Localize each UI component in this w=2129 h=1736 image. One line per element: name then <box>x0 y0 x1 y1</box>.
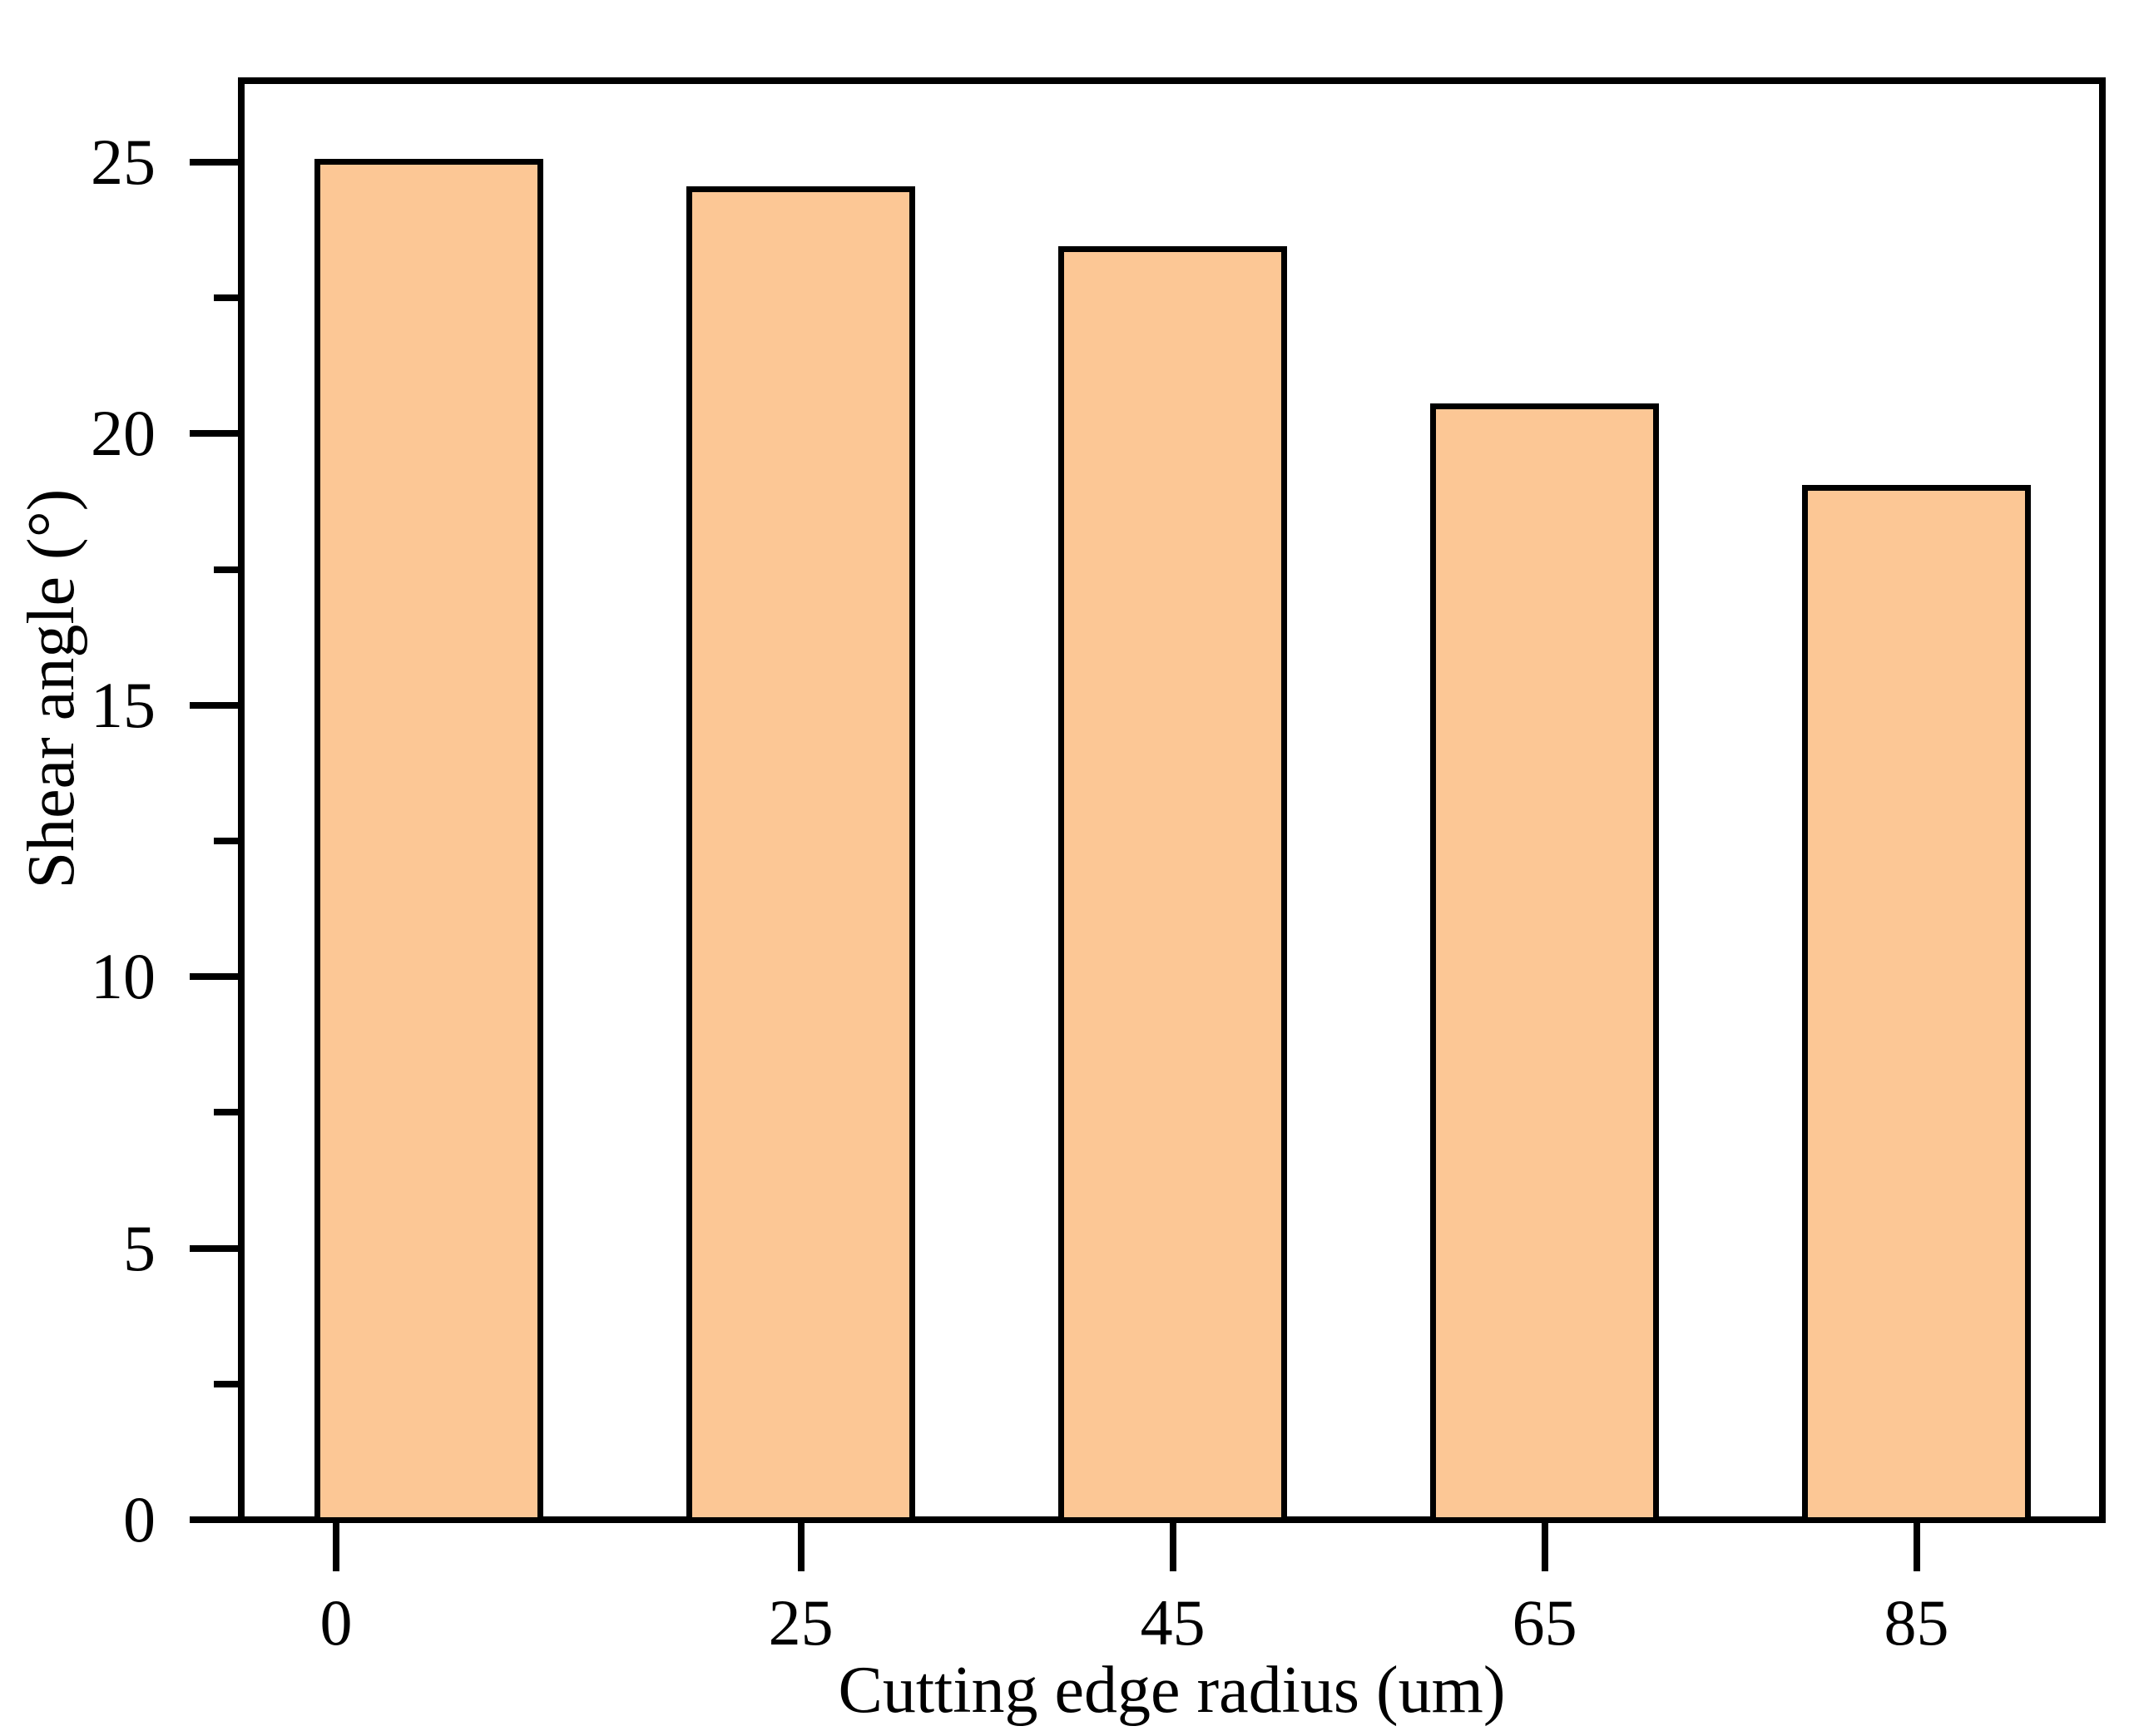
bar <box>1058 245 1288 1523</box>
y-minor-tick <box>214 294 241 302</box>
bar <box>314 159 544 1523</box>
y-major-tick <box>190 158 241 166</box>
y-minor-tick <box>214 1380 241 1387</box>
x-tick-label: 25 <box>768 1586 834 1659</box>
y-tick-label: 10 <box>91 940 156 1013</box>
y-major-tick <box>190 973 241 981</box>
y-tick-label: 25 <box>91 125 156 198</box>
y-tick-label: 5 <box>123 1211 156 1284</box>
x-major-tick <box>1913 1523 1920 1571</box>
x-major-tick <box>1541 1523 1548 1571</box>
bar <box>1801 485 2032 1523</box>
y-major-tick <box>190 701 241 709</box>
x-major-tick <box>1169 1523 1176 1571</box>
y-minor-tick <box>214 566 241 573</box>
x-tick-label: 45 <box>1140 1586 1206 1659</box>
y-minor-tick <box>214 837 241 844</box>
x-major-tick <box>797 1523 805 1571</box>
bar <box>1429 403 1660 1523</box>
x-tick-label: 85 <box>1884 1586 1949 1659</box>
x-major-tick <box>332 1523 339 1571</box>
y-major-tick <box>190 430 241 438</box>
bar <box>686 186 916 1523</box>
y-tick-label: 0 <box>123 1483 156 1555</box>
y-major-tick <box>190 1244 241 1252</box>
y-tick-label: 20 <box>91 397 156 470</box>
y-tick-label: 15 <box>91 668 156 741</box>
x-axis-title: Cutting edge radius (um) <box>838 1654 1506 1727</box>
x-tick-label: 65 <box>1512 1586 1577 1659</box>
x-tick-label: 0 <box>319 1586 353 1659</box>
y-minor-tick <box>214 1109 241 1116</box>
y-major-tick <box>190 1516 241 1523</box>
